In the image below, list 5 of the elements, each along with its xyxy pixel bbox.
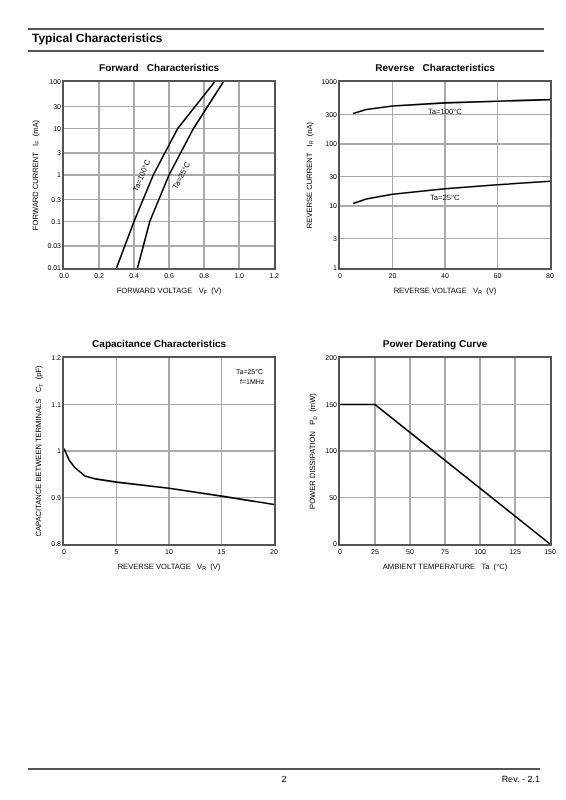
line-series xyxy=(352,180,550,205)
line-series xyxy=(64,447,274,506)
line-series xyxy=(136,82,225,268)
line-series xyxy=(115,82,216,268)
line-series xyxy=(352,98,550,115)
